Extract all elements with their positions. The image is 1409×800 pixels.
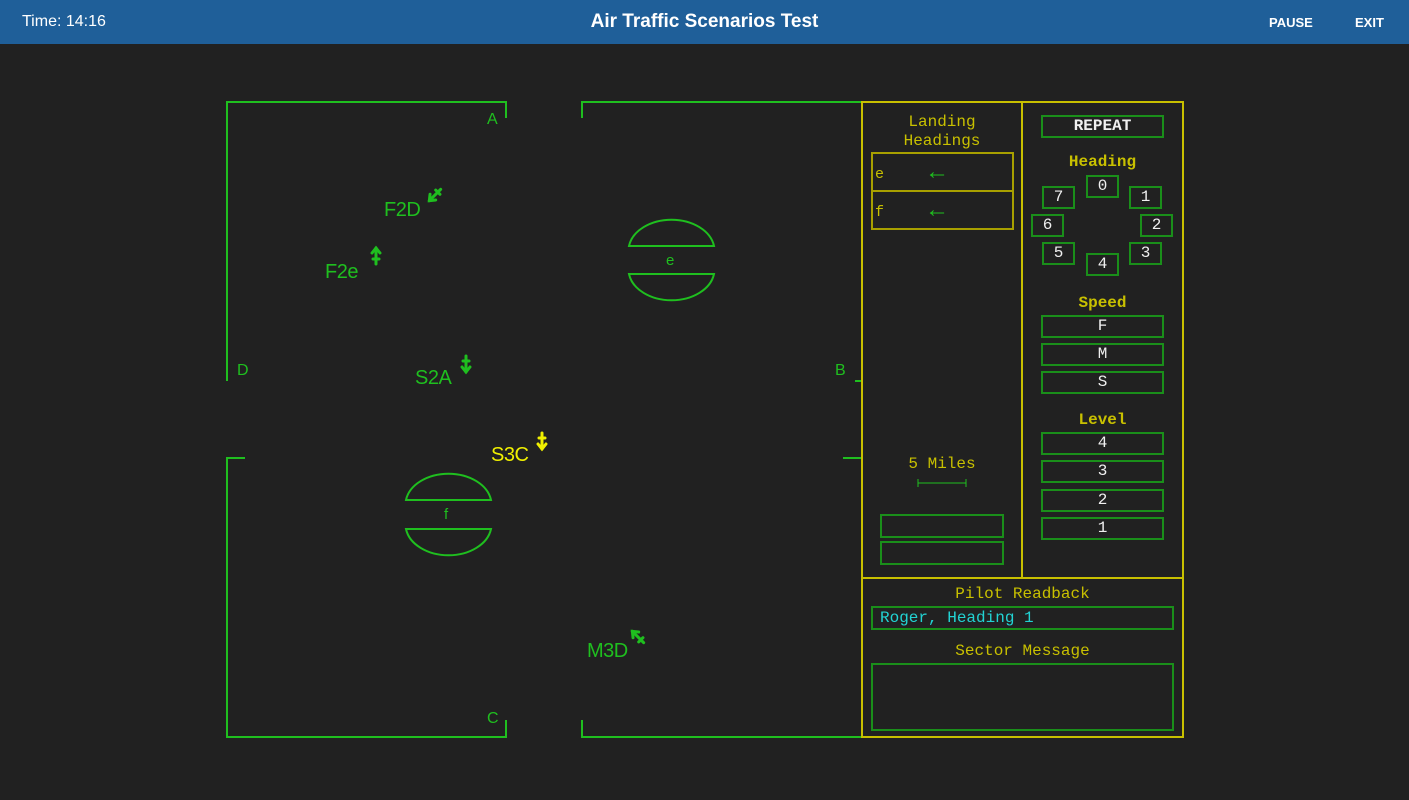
arrow-up-left-icon <box>630 629 646 645</box>
heading-3-button[interactable]: 3 <box>1129 242 1162 265</box>
speed-fast-button[interactable]: F <box>1041 315 1164 338</box>
clock: Time: 14:16 <box>22 13 106 30</box>
arrow-left-icon: ← <box>925 196 949 223</box>
aircraft-f2e[interactable]: F2e <box>325 261 358 283</box>
exit-label-a: A <box>487 111 498 128</box>
landing-row-f: f ← <box>871 190 1014 230</box>
exit-label-c: C <box>487 710 499 727</box>
speed-medium-button[interactable]: M <box>1041 343 1164 366</box>
exit-label-d: D <box>237 362 249 379</box>
heading-4-button[interactable]: 4 <box>1086 253 1119 276</box>
blank-field-2 <box>880 541 1004 565</box>
heading-0-button[interactable]: 0 <box>1086 175 1119 198</box>
arrow-down-left-icon <box>427 187 443 203</box>
blank-field-1 <box>880 514 1004 538</box>
speed-slow-button[interactable]: S <box>1041 371 1164 394</box>
heading-5-button[interactable]: 5 <box>1042 242 1075 265</box>
level-title: Level <box>1078 411 1127 429</box>
level-1-button[interactable]: 1 <box>1041 517 1164 540</box>
airport-e-symbol <box>627 218 716 302</box>
arrow-left-icon: ← <box>925 158 949 185</box>
airport-label-f: f <box>444 506 449 523</box>
sector-boundary <box>226 101 863 738</box>
landing-title-1: Landing <box>908 113 976 131</box>
scale-bar <box>917 479 967 487</box>
airport-label-e: e <box>666 252 675 269</box>
landing-airport: f <box>875 204 885 221</box>
sector-message-field <box>871 663 1174 731</box>
speed-title: Speed <box>1078 294 1127 312</box>
aircraft-m3d[interactable]: M3D <box>587 640 628 662</box>
scale-label: 5 Miles <box>908 455 976 473</box>
level-3-button[interactable]: 3 <box>1041 460 1164 483</box>
landing-airport: e <box>875 166 885 183</box>
pilot-readback-title: Pilot Readback <box>955 585 1090 603</box>
aircraft-s3c-selected[interactable]: S3C <box>491 444 529 466</box>
arrow-up-icon <box>370 245 382 266</box>
repeat-button[interactable]: REPEAT <box>1041 115 1164 138</box>
landing-title-2: Headings <box>903 132 981 150</box>
landing-row-e: e ← <box>871 152 1014 192</box>
heading-1-button[interactable]: 1 <box>1129 186 1162 209</box>
control-panel-frame <box>861 101 1184 738</box>
exit-button[interactable]: EXIT <box>1355 15 1384 30</box>
heading-7-button[interactable]: 7 <box>1042 186 1075 209</box>
heading-6-button[interactable]: 6 <box>1031 214 1064 237</box>
level-4-button[interactable]: 4 <box>1041 432 1164 455</box>
pause-button[interactable]: PAUSE <box>1269 15 1313 30</box>
exit-label-b: B <box>835 362 846 379</box>
heading-2-button[interactable]: 2 <box>1140 214 1173 237</box>
aircraft-f2d[interactable]: F2D <box>384 199 421 221</box>
sector-message-title: Sector Message <box>955 642 1090 660</box>
level-2-button[interactable]: 2 <box>1041 489 1164 512</box>
arrow-down-icon <box>460 354 472 375</box>
aircraft-s2a[interactable]: S2A <box>415 367 452 389</box>
arrow-down-icon <box>536 431 548 452</box>
pilot-readback-field: Roger, Heading 1 <box>871 606 1174 630</box>
airport-f-symbol <box>404 472 493 557</box>
heading-title: Heading <box>1068 153 1137 171</box>
